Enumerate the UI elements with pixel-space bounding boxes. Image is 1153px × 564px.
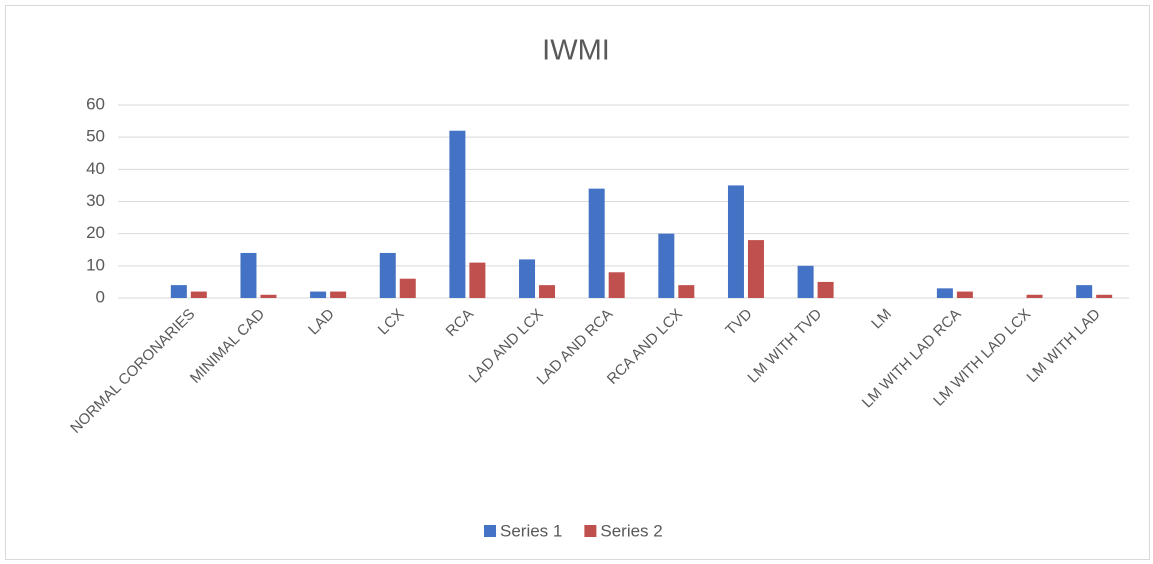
bar <box>170 285 187 298</box>
bar <box>797 265 814 298</box>
bar <box>519 259 536 298</box>
bar <box>469 262 486 298</box>
bar <box>956 291 973 298</box>
y-tick-label: 0 <box>96 287 105 306</box>
bar <box>1026 294 1043 298</box>
bar <box>379 252 396 298</box>
y-tick-label: 20 <box>86 223 105 242</box>
bar <box>310 291 327 298</box>
bar <box>190 291 207 298</box>
bar <box>330 291 347 298</box>
bar <box>399 278 416 298</box>
y-tick-label: 40 <box>86 159 105 178</box>
y-tick-label: 60 <box>86 94 105 113</box>
bar <box>817 281 834 298</box>
bar <box>608 272 625 298</box>
chart-border <box>5 5 1150 560</box>
bar <box>240 252 257 298</box>
legend-label: Series 2 <box>600 521 662 540</box>
legend-swatch <box>584 525 597 537</box>
bar <box>727 185 744 298</box>
legend-label: Series 1 <box>500 521 562 540</box>
bar <box>449 130 466 298</box>
chart-title: IWMI <box>542 35 610 67</box>
bar <box>747 240 764 298</box>
bar <box>260 294 277 298</box>
y-tick-label: 30 <box>86 191 105 210</box>
y-tick-label: 50 <box>86 127 105 146</box>
bar <box>588 188 605 298</box>
bar <box>1096 294 1113 298</box>
legend-swatch <box>484 525 496 537</box>
bar <box>658 233 675 298</box>
bar <box>1076 285 1093 298</box>
bar <box>678 285 695 298</box>
bar <box>936 288 953 298</box>
y-tick-label: 10 <box>86 255 105 274</box>
bar <box>539 285 556 298</box>
